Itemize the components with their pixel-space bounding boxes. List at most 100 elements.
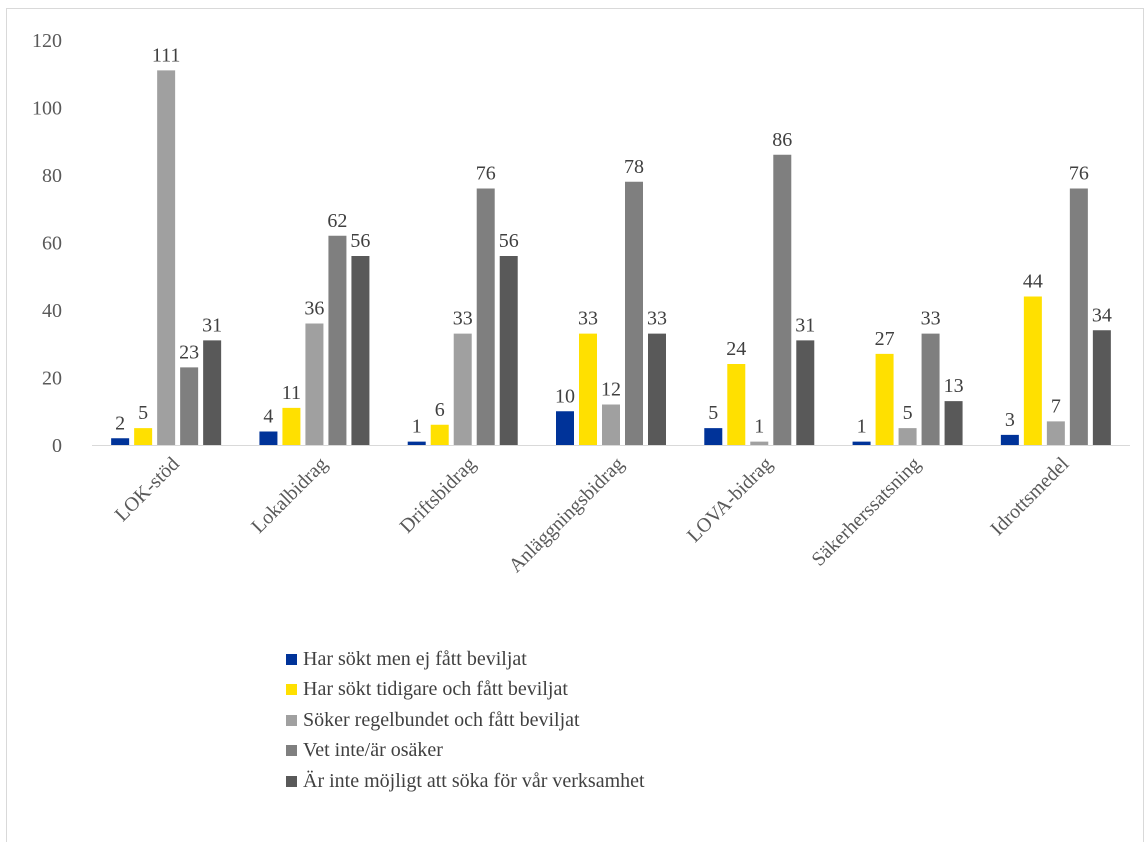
data-label: 78 (624, 156, 644, 178)
chart-frame (6, 8, 1144, 842)
data-label: 31 (202, 314, 222, 336)
data-label: 5 (138, 402, 148, 424)
data-label: 33 (921, 308, 941, 330)
legend-swatch (286, 745, 297, 756)
data-label: 76 (1069, 163, 1089, 185)
legend-item: Är inte möjligt att söka för vår verksam… (286, 766, 645, 796)
bar (898, 428, 917, 445)
y-tick-label: 0 (52, 435, 62, 457)
y-tick-label: 120 (32, 30, 62, 52)
data-label: 62 (327, 210, 347, 232)
bar (259, 431, 278, 445)
legend-label: Vet inte/är osäker (303, 739, 443, 761)
y-tick-label: 60 (42, 233, 62, 255)
bar (579, 333, 597, 445)
data-label: 3 (1005, 409, 1015, 431)
data-label: 27 (875, 328, 895, 350)
legend-item: Har sökt tidigare och fått beviljat (286, 675, 645, 705)
legend: Har sökt men ej fått beviljat Har sökt ti… (286, 644, 645, 797)
bar (328, 235, 347, 445)
y-tick-label: 40 (42, 300, 62, 322)
y-tick-label: 100 (32, 98, 62, 120)
legend-item: Har sökt men ej fått beviljat (286, 644, 645, 674)
bar (1092, 330, 1111, 445)
category-label: LOVA-bidrag (683, 453, 777, 547)
data-label: 111 (152, 44, 181, 66)
bar (305, 323, 324, 445)
bar (476, 188, 495, 445)
bar (796, 340, 815, 445)
data-labels: 2 511123314113662561633765610331278335241… (115, 44, 1112, 437)
legend-swatch (286, 653, 297, 665)
data-label: 1 (412, 416, 422, 438)
bar (1069, 188, 1088, 445)
data-label: 44 (1023, 271, 1043, 293)
bar (1046, 421, 1065, 445)
bar (134, 428, 153, 445)
bar (625, 181, 643, 445)
data-label: 33 (578, 308, 598, 330)
category-label: Idrottsmedel (986, 453, 1073, 540)
bar (727, 364, 746, 445)
bars (111, 70, 1111, 445)
data-label: 76 (476, 163, 496, 185)
data-label: 33 (647, 308, 667, 330)
bar (407, 441, 426, 445)
y-tick-label: 80 (42, 165, 62, 187)
data-label: 4 (263, 406, 273, 428)
bar (157, 70, 176, 445)
legend-label: Söker regelbundet och fått beviljat (303, 708, 580, 731)
y-tick-label: 20 (42, 368, 62, 390)
data-label: 10 (555, 385, 575, 407)
bar (556, 411, 574, 445)
bar (499, 256, 518, 445)
data-label: 34 (1092, 304, 1112, 326)
data-label: 1 (754, 416, 764, 438)
bar (1000, 434, 1019, 445)
bar (180, 367, 199, 445)
bar (203, 340, 222, 445)
legend-label: Har sökt tidigare och fått beviljat (303, 678, 568, 700)
data-label: 5 (903, 402, 913, 424)
data-label: 24 (726, 338, 746, 360)
legend-label: Har sökt men ej fått beviljat (303, 647, 527, 670)
legend-swatch (286, 775, 297, 787)
bar (282, 407, 301, 445)
category-label: LOK-stöd (111, 453, 184, 526)
bar (921, 333, 940, 445)
category-label: Anläggningsbidrag (505, 453, 629, 577)
data-label: 31 (795, 314, 815, 336)
legend-swatch (286, 684, 297, 695)
bar (852, 441, 871, 445)
bar (602, 404, 620, 445)
bar (111, 438, 130, 445)
category-label: Driftsbidrag (396, 453, 481, 538)
bar (453, 333, 472, 445)
bar (704, 428, 723, 445)
legend-label: Är inte möjligt att söka för vår verksam… (303, 769, 645, 792)
bar (773, 154, 792, 445)
data-label: 12 (601, 379, 621, 401)
bar (750, 441, 769, 445)
y-axis: 0 20 40 60 80 100 120 (32, 30, 62, 457)
data-label: 86 (772, 129, 792, 151)
category-label: Säkerherssatsning (807, 453, 925, 571)
data-label: 56 (350, 230, 370, 252)
bar (1023, 296, 1042, 445)
legend-swatch (286, 714, 297, 726)
bar (351, 256, 370, 445)
data-label: 13 (944, 375, 964, 397)
x-axis: LOK-stöd Lokalbidrag Driftsbidrag Anläggnin… (92, 445, 1130, 577)
data-label: 5 (708, 402, 718, 424)
data-label: 2 (115, 412, 125, 434)
data-label: 6 (435, 399, 445, 421)
data-label: 56 (499, 230, 519, 252)
legend-item: Vet inte/är osäker (286, 736, 645, 766)
category-label: Lokalbidrag (247, 453, 332, 538)
data-label: 11 (282, 382, 301, 404)
bar (430, 424, 449, 445)
data-label: 1 (857, 416, 867, 438)
data-label: 7 (1051, 395, 1061, 417)
bar (875, 353, 894, 445)
bar (648, 333, 666, 445)
